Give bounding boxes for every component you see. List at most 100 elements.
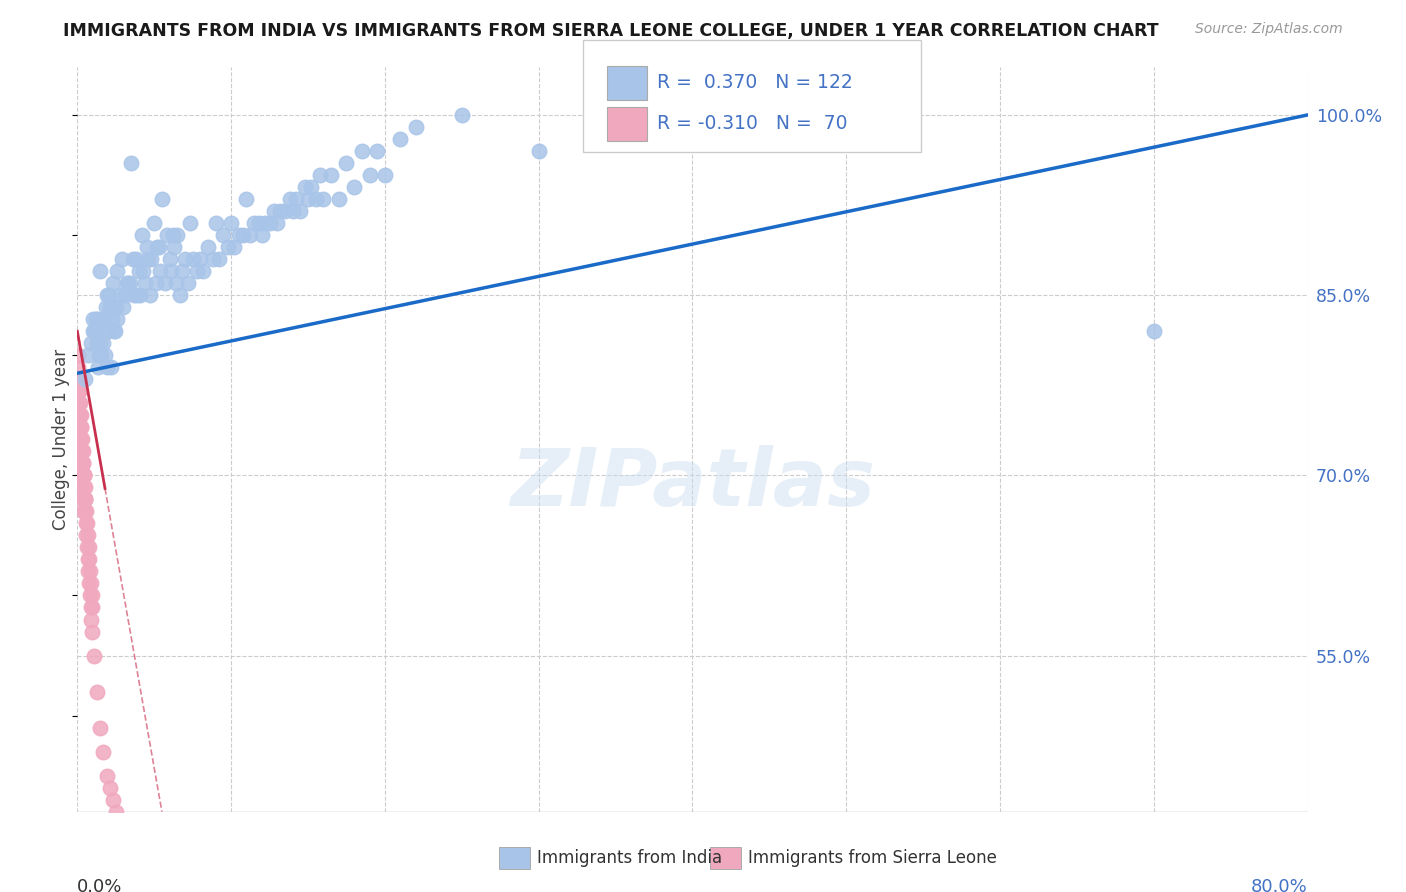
Text: Source: ZipAtlas.com: Source: ZipAtlas.com bbox=[1195, 22, 1343, 37]
Point bbox=[67, 384, 90, 399]
Point bbox=[93, 312, 115, 326]
Point bbox=[77, 565, 100, 579]
Point bbox=[73, 468, 96, 483]
Point bbox=[162, 228, 184, 243]
Point bbox=[76, 552, 98, 566]
Point bbox=[72, 468, 94, 483]
Point bbox=[1143, 324, 1166, 338]
Point bbox=[70, 420, 93, 434]
Point bbox=[328, 192, 350, 206]
Point bbox=[204, 216, 226, 230]
Point bbox=[90, 348, 112, 362]
Point bbox=[87, 360, 110, 375]
Point bbox=[66, 348, 89, 362]
Point bbox=[82, 624, 104, 639]
Point bbox=[69, 468, 91, 483]
Point bbox=[70, 468, 93, 483]
Point bbox=[94, 348, 117, 362]
Point bbox=[389, 132, 412, 146]
Point bbox=[69, 409, 91, 423]
Point bbox=[274, 204, 297, 219]
Point bbox=[284, 192, 307, 206]
Point bbox=[146, 240, 169, 254]
Point bbox=[104, 300, 127, 314]
Point bbox=[125, 252, 148, 266]
Point bbox=[105, 312, 128, 326]
Point bbox=[67, 360, 90, 375]
Point bbox=[269, 204, 291, 219]
Point bbox=[121, 252, 143, 266]
Point bbox=[86, 684, 108, 698]
Point bbox=[299, 180, 322, 194]
Point bbox=[73, 468, 96, 483]
Point bbox=[91, 336, 114, 351]
Point bbox=[82, 324, 104, 338]
Point bbox=[67, 444, 90, 458]
Point bbox=[294, 180, 316, 194]
Point bbox=[281, 204, 304, 219]
Point bbox=[97, 288, 120, 302]
Point bbox=[72, 456, 94, 470]
Point bbox=[72, 504, 94, 518]
Point bbox=[104, 324, 127, 338]
Point bbox=[75, 492, 97, 507]
Point bbox=[297, 192, 319, 206]
Point bbox=[90, 312, 114, 326]
Point bbox=[118, 276, 141, 290]
Point bbox=[104, 805, 127, 819]
Point bbox=[232, 228, 254, 243]
Point bbox=[76, 528, 98, 542]
Point bbox=[67, 384, 90, 399]
Point bbox=[134, 276, 156, 290]
Text: 80.0%: 80.0% bbox=[1251, 878, 1308, 892]
Point bbox=[72, 444, 94, 458]
Point bbox=[103, 324, 125, 338]
Point bbox=[450, 108, 472, 122]
Point bbox=[89, 336, 111, 351]
Point bbox=[83, 648, 105, 663]
Point bbox=[186, 264, 208, 278]
Point bbox=[76, 516, 98, 531]
Point bbox=[86, 336, 108, 351]
Point bbox=[129, 288, 152, 302]
Point bbox=[212, 228, 235, 243]
Point bbox=[228, 228, 250, 243]
Point bbox=[100, 360, 122, 375]
Point bbox=[69, 396, 91, 410]
Point bbox=[115, 276, 138, 290]
Point bbox=[359, 168, 381, 182]
Point bbox=[174, 252, 197, 266]
Point bbox=[70, 433, 93, 447]
Point bbox=[266, 216, 288, 230]
Point bbox=[122, 288, 145, 302]
Point bbox=[89, 264, 111, 278]
Point bbox=[75, 528, 97, 542]
Point bbox=[309, 168, 332, 182]
Point bbox=[67, 420, 90, 434]
Point bbox=[84, 324, 107, 338]
Point bbox=[155, 228, 177, 243]
Point bbox=[96, 769, 118, 783]
Point bbox=[96, 360, 118, 375]
Point bbox=[132, 264, 155, 278]
Point bbox=[243, 216, 266, 230]
Text: 0.0%: 0.0% bbox=[77, 878, 122, 892]
Point bbox=[70, 409, 93, 423]
Point bbox=[141, 252, 163, 266]
Point bbox=[70, 420, 93, 434]
Point bbox=[224, 240, 246, 254]
Point bbox=[69, 409, 91, 423]
Point bbox=[101, 312, 124, 326]
Point bbox=[117, 276, 139, 290]
Point bbox=[305, 192, 328, 206]
Point bbox=[76, 541, 98, 555]
Point bbox=[177, 276, 200, 290]
Point bbox=[114, 288, 136, 302]
Point bbox=[110, 288, 132, 302]
Point bbox=[69, 433, 91, 447]
Point bbox=[181, 252, 204, 266]
Point bbox=[217, 240, 239, 254]
Point bbox=[188, 252, 212, 266]
Point bbox=[93, 745, 115, 759]
Point bbox=[73, 468, 96, 483]
